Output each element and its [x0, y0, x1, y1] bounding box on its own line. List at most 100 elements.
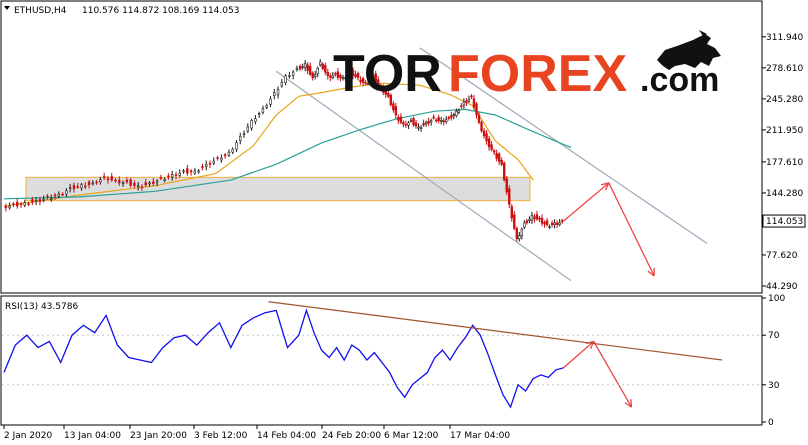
candle-body	[38, 199, 42, 202]
candle-body	[560, 220, 564, 222]
time-tick-label: 23 Jan 20:00	[130, 431, 187, 441]
candle-body	[475, 103, 478, 116]
candle-body	[242, 133, 246, 135]
candle-body	[27, 203, 30, 205]
bull-icon	[657, 30, 721, 70]
torforex-logo: TOR FOREX .com	[333, 30, 721, 103]
candle-body	[65, 190, 68, 195]
candle-body	[503, 162, 506, 181]
support-zone	[25, 176, 531, 202]
time-tick-label: 24 Feb 20:00	[322, 431, 381, 441]
candle-body	[167, 175, 170, 178]
candle-body	[314, 74, 317, 77]
candle-body	[284, 75, 287, 83]
current-price-label: 114.053	[766, 217, 803, 227]
candle-body	[432, 116, 435, 119]
candle-body	[371, 75, 375, 78]
candle-body	[254, 118, 257, 122]
price-tick-label: 144.280	[766, 189, 803, 199]
candle-body	[555, 222, 559, 225]
candle-body	[513, 214, 516, 229]
candle-body	[442, 120, 445, 123]
candle-body	[91, 182, 95, 185]
candle-body	[114, 179, 117, 182]
price-tick-label: 311.940	[766, 33, 803, 43]
candle-body	[106, 178, 110, 181]
candle-body	[326, 72, 330, 77]
channel-layer	[275, 47, 708, 282]
candle-body	[470, 95, 473, 98]
candle-body	[382, 87, 385, 93]
candle-body	[354, 74, 357, 77]
candle-body	[23, 202, 26, 206]
candle-body	[257, 113, 261, 115]
candle-body	[359, 79, 362, 83]
candle-body	[269, 98, 272, 105]
moving-average-layer	[3, 82, 572, 207]
candle-body	[276, 88, 280, 96]
candle-body	[334, 73, 337, 75]
brand-tor: TOR	[333, 45, 442, 103]
candle-body	[374, 73, 377, 83]
collapse-icon[interactable]	[4, 6, 10, 10]
candle-body	[457, 110, 461, 113]
candle-body	[8, 205, 11, 209]
candle-body	[193, 170, 197, 174]
candle-body	[419, 127, 423, 130]
candle-body	[227, 151, 231, 156]
candle-body	[528, 218, 531, 221]
candle-body	[46, 195, 49, 198]
candle-body	[118, 179, 121, 184]
candle-body	[201, 166, 204, 168]
candle-body	[500, 159, 503, 165]
candle-body	[402, 121, 405, 125]
candle-body	[235, 142, 238, 150]
candle-body	[407, 122, 410, 126]
candle-body	[523, 222, 526, 228]
candle-body	[346, 73, 350, 75]
candle-body	[321, 63, 324, 70]
rsi-panel-frame	[0, 295, 763, 426]
axis-layer: 311.940 278.610 245.280 211.950 177.610 144.2…	[3, 33, 806, 441]
candle-body	[422, 122, 425, 126]
candle-body	[121, 182, 125, 184]
candle-body	[31, 199, 34, 203]
candle-body	[462, 101, 466, 106]
candle-body	[148, 182, 151, 185]
candle-body	[76, 186, 79, 188]
candle-body	[480, 122, 483, 132]
ohlc-values: 110.576 114.872 108.169 114.053	[82, 6, 239, 16]
candle-body	[316, 67, 319, 74]
candle-body	[178, 172, 181, 176]
candle-body	[336, 71, 340, 78]
candle-body	[508, 188, 511, 205]
candle-body	[223, 154, 227, 157]
candle-body	[341, 77, 345, 80]
moving-average-line	[3, 108, 572, 200]
candle-body	[125, 179, 129, 183]
candle-body	[16, 201, 19, 207]
rsi-tick-label: 100	[768, 294, 785, 304]
time-tick-label: 3 Feb 12:00	[194, 431, 248, 441]
candle-body	[533, 216, 536, 220]
candle-body	[460, 105, 463, 108]
candle-body	[379, 85, 382, 88]
candle-body	[231, 148, 234, 153]
moving-average-line	[3, 82, 534, 207]
price-tick-label: 245.280	[766, 95, 803, 105]
candle-body	[394, 106, 398, 116]
candle-body	[239, 136, 242, 141]
candle-body	[324, 65, 327, 73]
candle-body	[356, 73, 360, 79]
candle-body	[543, 221, 546, 225]
candle-body	[558, 222, 561, 225]
candle-body	[465, 100, 468, 103]
time-tick-label: 14 Feb 04:00	[257, 431, 316, 441]
candle-body	[482, 130, 486, 137]
candle-body	[530, 215, 534, 221]
candle-body	[273, 92, 276, 96]
candle-body	[412, 118, 415, 126]
rsi-tick-label: 0	[768, 418, 774, 428]
price-tick-label: 77.620	[766, 251, 798, 261]
chart-header: ETHUSD,H4 110.576 114.872 108.169 114.05…	[4, 6, 239, 312]
